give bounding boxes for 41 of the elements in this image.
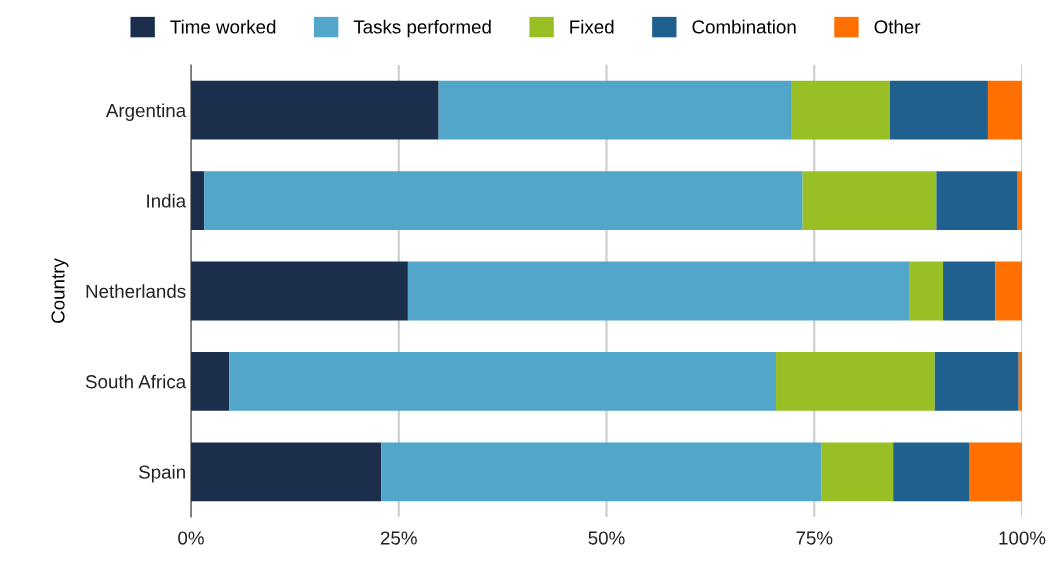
legend-label: Time worked xyxy=(170,19,276,34)
bar xyxy=(1018,352,1022,411)
bar xyxy=(191,442,382,502)
bar xyxy=(909,261,944,321)
bar xyxy=(191,171,205,230)
y-axis-title: Country xyxy=(51,258,69,323)
bar xyxy=(1017,171,1022,230)
bar xyxy=(791,80,890,140)
legend-label: Combination xyxy=(692,19,796,34)
y-tick-label: Netherlands xyxy=(86,284,186,298)
x-tick-label: 0% xyxy=(178,531,204,545)
y-tick-label: India xyxy=(147,193,187,208)
bar xyxy=(821,442,894,502)
legend-label: Fixed xyxy=(570,19,614,34)
bar xyxy=(936,171,1018,230)
y-tick-label: Argentina xyxy=(105,103,187,121)
bar xyxy=(407,261,910,321)
x-tick-label: 25% xyxy=(380,531,417,545)
bar xyxy=(889,80,988,140)
bar xyxy=(987,80,1022,140)
y-tick-label: Spain xyxy=(139,465,185,483)
legend-label: Tasks performed xyxy=(353,19,491,38)
x-tick-label: 100% xyxy=(999,531,1046,545)
bar xyxy=(438,80,792,140)
bar xyxy=(934,352,1019,411)
bar xyxy=(229,352,777,411)
x-tick-label: 75% xyxy=(796,531,833,545)
bar xyxy=(776,352,935,411)
bar xyxy=(191,352,230,411)
bar xyxy=(995,261,1022,321)
x-tick-label: 50% xyxy=(588,531,625,545)
bar xyxy=(191,261,408,321)
y-tick-label: South Africa xyxy=(85,374,187,389)
bar xyxy=(893,442,970,502)
legend-label: Other xyxy=(874,19,921,34)
bar xyxy=(802,171,937,230)
bar xyxy=(943,261,996,321)
bar xyxy=(969,442,1022,502)
bar xyxy=(204,171,803,230)
bar xyxy=(381,442,822,502)
bar xyxy=(191,80,439,140)
